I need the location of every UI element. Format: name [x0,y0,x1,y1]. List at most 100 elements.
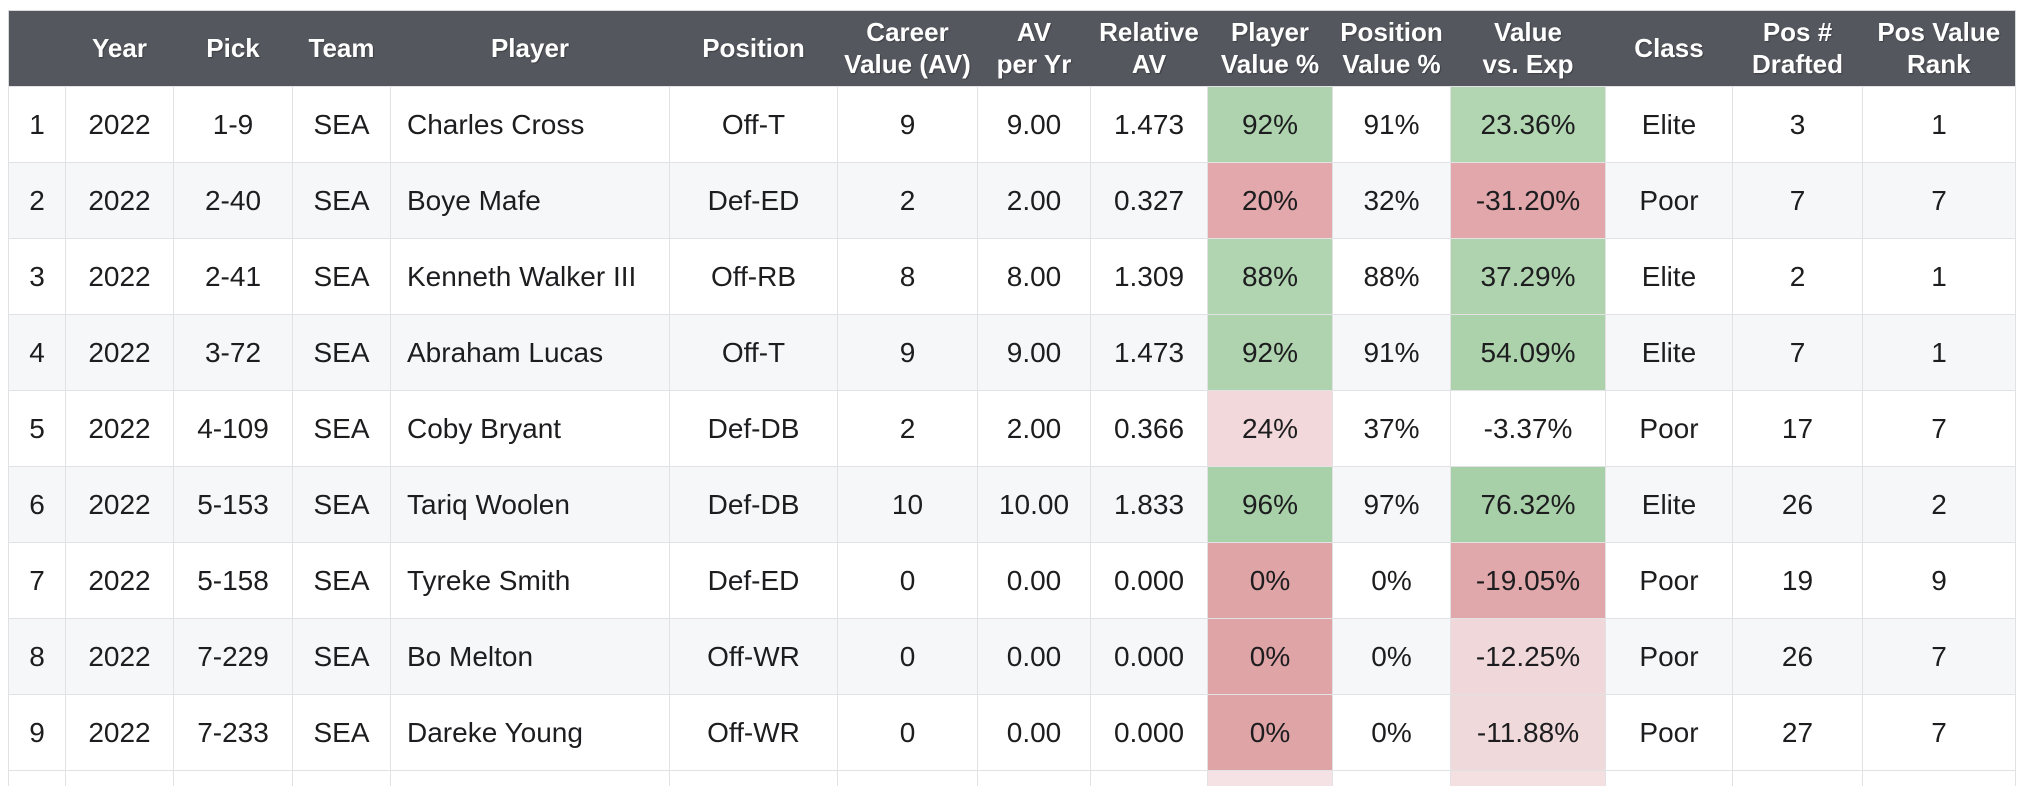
cell-pick: 7-229 [173,618,293,695]
cell-relative-av: 0.327 [1090,162,1208,239]
cell-year: 2022 [65,314,174,391]
cell-team: SEA [292,314,391,391]
cell-av-per-yr: 9.00 [977,86,1091,163]
column-header-label: Year [92,32,147,63]
cell-relative-av: 1.309 [1090,238,1208,315]
column-header-year[interactable]: Year [65,10,174,87]
column-header-label: Career [866,16,949,47]
cell-position-value-pct: 91% [1332,86,1451,163]
cell-pos-value-rank: 9 [1862,542,2016,619]
cell-row-number: 9 [8,694,66,771]
cell-player-value-pct: 0% [1207,542,1333,619]
column-header-label: Position [1340,16,1443,47]
cell-player: Coby Bryant [390,390,670,467]
cell-position: Def-DB [669,466,838,543]
column-header-career-value-av[interactable]: Career Value (AV) [837,10,978,87]
cell-player-value-pct: 0% [1207,618,1333,695]
cell-year: 2022 [65,390,174,467]
column-header-label: Value % [1342,48,1441,79]
cell-team: SEA [292,466,391,543]
cell-value-vs-exp [1450,770,1606,786]
cell-av-per-yr [977,770,1091,786]
cell-pick: 4-109 [173,390,293,467]
column-header-label: Rank [1906,48,1971,79]
column-header-value-vs-exp[interactable]: Value vs. Exp [1450,10,1606,87]
cell-pos-value-rank: 2 [1862,466,2016,543]
cell-position-value-pct: 0% [1332,542,1451,619]
table-row: 4 2022 3-72 SEA Abraham Lucas Off-T 9 9.00 1.473… [8,314,2016,391]
cell-position: Off-T [669,314,838,391]
column-header-team[interactable]: Team [292,10,391,87]
cell-pos-drafted: 7 [1732,162,1863,239]
column-header-player[interactable]: Player [390,10,670,87]
column-header-row-number[interactable] [8,10,66,87]
column-header-pos-value-rank[interactable]: Pos Value Rank [1862,10,2016,87]
column-header-label: per Yr [996,48,1072,79]
cell-av-per-yr: 9.00 [977,314,1091,391]
column-header-label: AV [1016,16,1052,47]
cell-pick: 7-233 [173,694,293,771]
cell-team [292,770,391,786]
cell-career-value-av: 9 [837,314,978,391]
cell-av-per-yr: 10.00 [977,466,1091,543]
cell-pos-value-rank: 7 [1862,618,2016,695]
cell-relative-av: 1.473 [1090,86,1208,163]
cell-position-value-pct: 32% [1332,162,1451,239]
cell-position: Off-WR [669,618,838,695]
cell-year: 2022 [65,618,174,695]
cell-class: Elite [1605,238,1733,315]
column-header-label: Class [1634,32,1704,63]
cell-pos-value-rank: 1 [1862,238,2016,315]
cell-value-vs-exp: 76.32% [1450,466,1606,543]
cell-career-value-av: 2 [837,390,978,467]
column-header-label: Position [702,32,805,63]
column-header-class[interactable]: Class [1605,10,1733,87]
cell-av-per-yr: 0.00 [977,542,1091,619]
cell-av-per-yr: 0.00 [977,618,1091,695]
cell-player-value-pct: 24% [1207,390,1333,467]
cell-pick [173,770,293,786]
column-header-label: Drafted [1751,48,1843,79]
column-header-av-per-yr[interactable]: AV per Yr [977,10,1091,87]
cell-pick: 2-40 [173,162,293,239]
cell-player: Charles Cross [390,86,670,163]
column-header-pos-drafted[interactable]: Pos # Drafted [1732,10,1863,87]
column-header-position-value-pct[interactable]: Position Value % [1332,10,1451,87]
cell-position-value-pct [1332,770,1451,786]
column-header-label: AV [1131,48,1167,79]
cell-player-value-pct: 88% [1207,238,1333,315]
cell-pick: 5-158 [173,542,293,619]
cell-class: Poor [1605,542,1733,619]
column-header-label: Pos Value [1877,16,2001,47]
cell-year: 2022 [65,162,174,239]
cell-player-value-pct: 0% [1207,694,1333,771]
table-row: 1 2022 1-9 SEA Charles Cross Off-T 9 9.00 1.473 9… [8,86,2016,163]
cell-av-per-yr: 2.00 [977,162,1091,239]
cell-pos-value-rank: 7 [1862,162,2016,239]
cell-value-vs-exp: -31.20% [1450,162,1606,239]
cell-pos-drafted: 27 [1732,694,1863,771]
table-header: Year Pick Team Player Position Career Value (A… [8,10,2016,87]
column-header-label: Team [308,32,375,63]
cell-year: 2022 [65,542,174,619]
column-header-label: vs. Exp [1482,48,1574,79]
column-header-label: Value (AV) [844,48,971,79]
column-header-label: Relative [1099,16,1199,47]
cell-pick: 2-41 [173,238,293,315]
cell-career-value-av: 0 [837,618,978,695]
column-header-player-value-pct[interactable]: Player Value % [1207,10,1333,87]
cell-position: Def-DB [669,390,838,467]
column-header-relative-av[interactable]: Relative AV [1090,10,1208,87]
cell-relative-av [1090,770,1208,786]
cell-pos-drafted: 19 [1732,542,1863,619]
column-header-position[interactable]: Position [669,10,838,87]
cell-player: Boye Mafe [390,162,670,239]
cell-player: Bo Melton [390,618,670,695]
cell-position: Off-RB [669,238,838,315]
column-header-pick[interactable]: Pick [173,10,293,87]
cell-value-vs-exp: -3.37% [1450,390,1606,467]
cell-value-vs-exp: -11.88% [1450,694,1606,771]
cell-year: 2022 [65,238,174,315]
cell-relative-av: 0.000 [1090,694,1208,771]
cell-position-value-pct: 37% [1332,390,1451,467]
